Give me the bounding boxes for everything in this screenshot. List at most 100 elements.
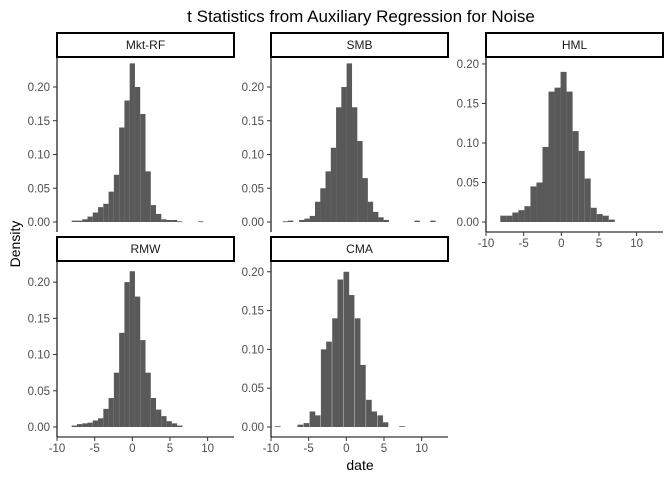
histogram-bar — [566, 91, 573, 222]
histogram-bar — [596, 214, 603, 222]
histogram-bar — [608, 219, 615, 222]
histogram-bar — [98, 418, 104, 427]
histogram-bar — [309, 215, 316, 222]
histogram-bar — [320, 188, 326, 222]
facet-panel-hml: HML 0.00 0.05 0.10 0.15 0.20 -10 -5 0 5 10 — [457, 32, 664, 250]
histogram-bar — [560, 71, 567, 222]
y-tick-label: 0.05 — [28, 386, 50, 398]
x-tick-label: 0 — [558, 238, 564, 250]
histogram-bar — [113, 372, 120, 427]
histogram-bar — [590, 207, 597, 222]
histogram-bar — [71, 425, 77, 427]
histogram-bar — [602, 215, 609, 222]
y-tick-label: 0.15 — [242, 116, 264, 128]
histogram-bar — [372, 211, 379, 223]
histogram-bar — [198, 221, 204, 223]
y-tick-label: 0.10 — [457, 138, 479, 150]
y-tick-label: 0.05 — [242, 383, 264, 395]
y-tick-label: 0.10 — [242, 344, 264, 356]
facet-panel-rmw: RMW 0.00 0.05 0.10 0.15 0.20 -10 -5 0 5 10 — [28, 236, 235, 455]
y-tick-label: 0.00 — [242, 217, 264, 229]
histogram-bar — [382, 422, 389, 427]
facet-panel-mkt-rf: Mkt-RF 0.00 0.05 0.10 0.15 0.20 — [28, 32, 235, 232]
histogram-bar — [360, 364, 366, 427]
histogram-bar — [326, 341, 332, 427]
histogram-bar — [82, 219, 88, 222]
facet-panel-cma: CMA 0.00 0.05 0.10 0.15 0.20 -10 -5 0 5 10 — [242, 236, 449, 455]
histogram-bar — [337, 279, 344, 427]
histogram-bar — [124, 282, 130, 427]
histogram-bar — [129, 271, 135, 427]
y-tick-label: 0.05 — [242, 183, 264, 195]
histogram-bar — [330, 147, 337, 222]
histogram-bar — [343, 271, 350, 427]
y-tick-label: 0.10 — [242, 150, 264, 162]
x-tick-label: 10 — [201, 443, 214, 455]
histogram-bar — [161, 416, 167, 427]
histogram-bar — [103, 203, 109, 222]
histogram-bar — [171, 219, 178, 222]
facet-strip-label: CMA — [346, 242, 373, 256]
histogram-bar — [530, 186, 537, 222]
histogram-bar — [304, 218, 310, 223]
histogram-bar — [371, 411, 378, 427]
y-tick-label: 0.00 — [242, 422, 264, 434]
histogram-bar — [584, 178, 591, 222]
x-tick-label: -10 — [478, 238, 495, 250]
y-tick-label: 0.05 — [457, 177, 479, 189]
facet-strip-label: SMB — [346, 38, 372, 52]
histogram-bar — [177, 221, 183, 223]
chart-title: t Statistics from Auxiliary Regression f… — [187, 7, 535, 26]
facet-strip — [56, 32, 235, 58]
histogram-bar — [320, 349, 327, 427]
histogram-bar — [357, 141, 363, 222]
histogram-bar — [572, 131, 579, 222]
histogram-bar — [161, 219, 167, 222]
y-axis-title: Density — [7, 221, 23, 268]
histogram-bar — [542, 146, 549, 222]
histogram-bar — [354, 318, 361, 427]
histogram-bar — [124, 100, 130, 222]
histogram-bar — [156, 213, 162, 222]
histogram-bar — [500, 215, 507, 222]
y-tick-label: 0.10 — [28, 150, 50, 162]
histogram-bar — [336, 107, 342, 222]
y-tick-label: 0.20 — [28, 82, 50, 94]
facet-strip — [270, 236, 449, 262]
x-tick-label: 10 — [415, 443, 428, 455]
histogram-bar — [367, 201, 374, 222]
facet-panels: Mkt-RF 0.00 0.05 0.10 0.15 0.20 SMB 0.00 0.05 0.1… — [28, 32, 664, 455]
histogram-bar — [119, 332, 125, 427]
histogram-bar — [325, 171, 331, 223]
y-tick-label: 0.15 — [28, 313, 50, 325]
x-tick-label: 5 — [381, 443, 387, 455]
histogram-bar — [362, 178, 368, 223]
y-tick-label: 0.20 — [242, 267, 264, 279]
y-tick-label: 0.10 — [28, 350, 50, 362]
histogram-bar — [129, 63, 135, 223]
x-tick-label: -10 — [49, 443, 66, 455]
y-tick-label: 0.00 — [28, 217, 50, 229]
histogram-bar — [297, 424, 304, 427]
histogram-bar — [309, 411, 316, 427]
y-tick-label: 0.15 — [242, 306, 264, 318]
histogram-bar — [578, 150, 585, 222]
histogram-bar — [554, 87, 561, 222]
histogram-bar — [113, 174, 120, 222]
histogram-bar — [548, 91, 555, 222]
histogram-bar — [506, 215, 513, 222]
histogram-bar — [140, 114, 146, 222]
histogram-bar — [103, 408, 109, 427]
x-tick-label: 5 — [596, 238, 602, 250]
histogram-bar — [314, 201, 321, 222]
histogram-bar — [82, 423, 88, 427]
histogram-bar — [377, 415, 384, 427]
histogram-bar — [378, 217, 384, 222]
x-tick-label: -5 — [90, 443, 100, 455]
histogram-bar — [366, 399, 372, 427]
histogram-bar — [512, 212, 519, 222]
histogram-bar — [76, 220, 83, 222]
histogram-bar — [536, 182, 543, 222]
histogram-bar — [274, 426, 281, 428]
histogram-bar — [332, 318, 338, 427]
